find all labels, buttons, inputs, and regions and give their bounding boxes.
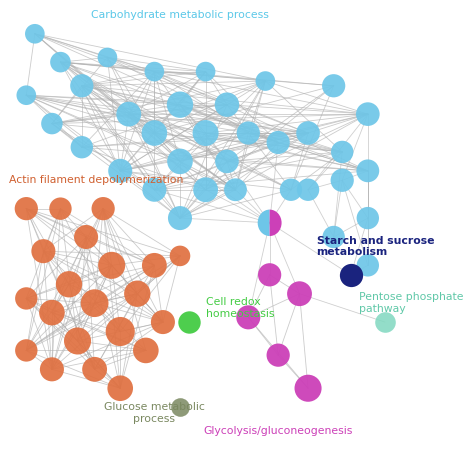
Point — [100, 205, 107, 212]
Point — [287, 186, 295, 193]
Point — [245, 314, 252, 321]
Point — [151, 186, 158, 193]
Point — [304, 384, 312, 392]
Point — [304, 129, 312, 137]
Point — [338, 176, 346, 184]
Point — [202, 186, 210, 193]
Point — [304, 186, 312, 193]
Point — [262, 77, 269, 85]
Point — [65, 281, 73, 288]
Point — [40, 247, 47, 255]
Text: Starch and sucrose
metabolism: Starch and sucrose metabolism — [317, 236, 434, 257]
Point — [82, 233, 90, 241]
Point — [232, 186, 239, 193]
Point — [57, 205, 64, 212]
Point — [151, 129, 158, 137]
Point — [159, 318, 167, 326]
Point — [151, 262, 158, 269]
Point — [176, 214, 184, 222]
Wedge shape — [258, 210, 270, 236]
Point — [176, 157, 184, 165]
Point — [364, 167, 372, 174]
Point — [91, 365, 99, 373]
Text: Glycolysis/gluconeogenesis: Glycolysis/gluconeogenesis — [203, 426, 353, 436]
Point — [57, 58, 64, 66]
Text: Pentose phosphate
pathway: Pentose phosphate pathway — [359, 292, 464, 314]
Point — [125, 110, 133, 118]
Point — [176, 403, 184, 411]
Point — [78, 82, 86, 90]
Point — [223, 157, 231, 165]
Point — [364, 110, 372, 118]
Point — [23, 205, 30, 212]
Point — [31, 30, 39, 37]
Point — [176, 101, 184, 109]
Point — [23, 295, 30, 302]
Point — [202, 68, 210, 75]
Point — [78, 144, 86, 151]
Point — [364, 214, 372, 222]
Point — [266, 271, 273, 279]
Wedge shape — [270, 210, 282, 236]
Point — [185, 318, 192, 326]
Point — [364, 262, 372, 269]
Point — [151, 68, 158, 75]
Point — [117, 384, 124, 392]
Text: Actin filament depolymerization: Actin filament depolymerization — [9, 175, 183, 185]
Point — [134, 290, 141, 298]
Point — [245, 129, 252, 137]
Point — [142, 346, 150, 354]
Point — [117, 328, 124, 335]
Point — [48, 365, 56, 373]
Point — [104, 54, 111, 61]
Text: Glucose metabolic
process: Glucose metabolic process — [104, 402, 205, 424]
Point — [330, 82, 337, 90]
Point — [381, 318, 389, 326]
Text: Carbohydrate metabolic process: Carbohydrate metabolic process — [91, 10, 269, 20]
Point — [347, 271, 355, 279]
Point — [330, 233, 337, 241]
Point — [176, 252, 184, 260]
Point — [274, 351, 282, 359]
Point — [117, 167, 124, 174]
Point — [338, 148, 346, 156]
Point — [23, 91, 30, 99]
Point — [223, 101, 231, 109]
Point — [48, 120, 56, 128]
Point — [296, 290, 303, 298]
Point — [108, 262, 116, 269]
Text: Cell redox
homeostasis: Cell redox homeostasis — [206, 297, 274, 319]
Point — [74, 337, 82, 345]
Point — [23, 346, 30, 354]
Point — [48, 309, 56, 317]
Point — [91, 300, 99, 307]
Point — [202, 129, 210, 137]
Point — [274, 139, 282, 146]
